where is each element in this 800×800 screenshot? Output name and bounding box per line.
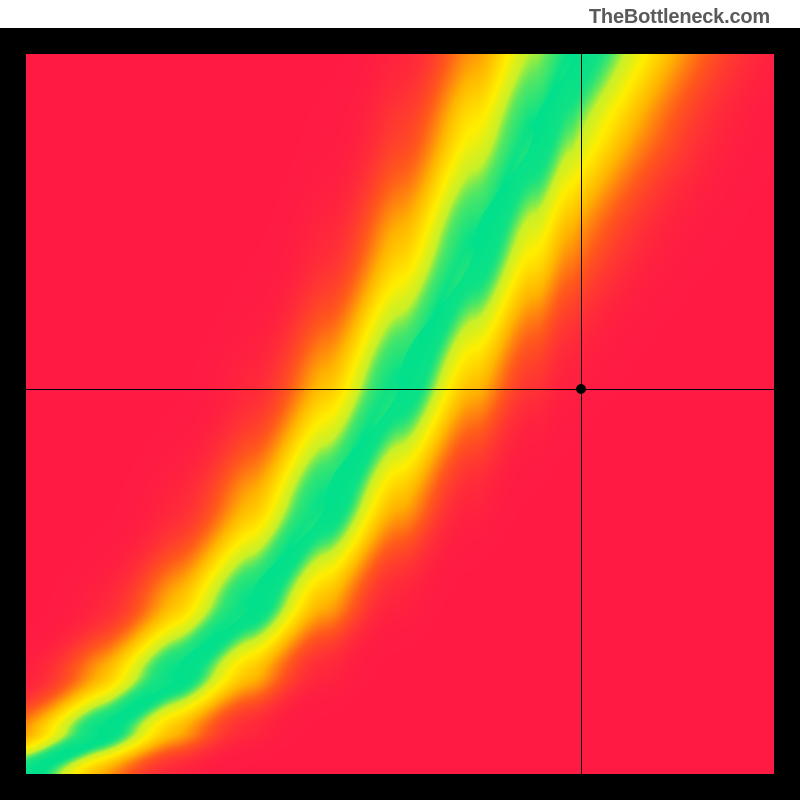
crosshair-vertical [581, 54, 582, 774]
crosshair-marker-dot [576, 384, 586, 394]
chart-outer-frame [0, 28, 800, 800]
heatmap-canvas [26, 54, 774, 774]
attribution-text: TheBottleneck.com [589, 6, 770, 29]
root: TheBottleneck.com [0, 0, 800, 800]
crosshair-horizontal [26, 389, 774, 390]
heatmap-plot-area [26, 54, 774, 774]
